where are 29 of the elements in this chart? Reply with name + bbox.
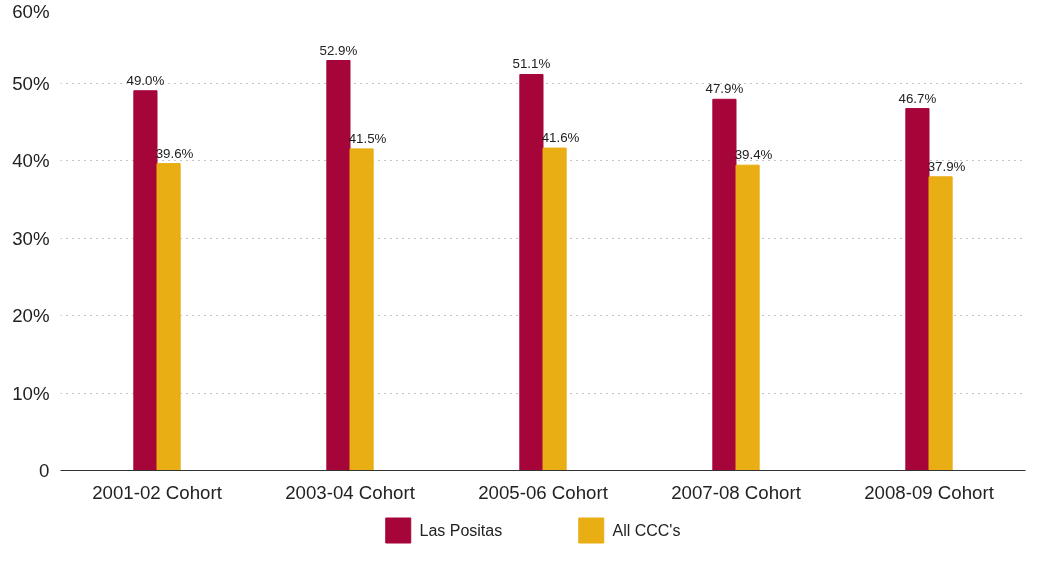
- data-label: 46.7%: [898, 90, 937, 106]
- data-label: 52.9%: [319, 42, 358, 58]
- legend-label: All CCC's: [612, 522, 681, 539]
- bar: [519, 73, 544, 471]
- data-label: 51.1%: [512, 56, 551, 72]
- bar: [349, 148, 374, 471]
- data-label: 47.9%: [705, 81, 744, 97]
- data-label: 49.0%: [126, 72, 165, 88]
- bar: [326, 60, 351, 471]
- bar: [928, 176, 953, 471]
- bar: [133, 90, 158, 471]
- bar: [156, 163, 181, 471]
- bar: [712, 98, 737, 471]
- y-tick-label: 60%: [12, 0, 50, 22]
- x-tick-label: 2007-08 Cohort: [671, 481, 802, 503]
- x-tick-label: 2005-06 Cohort: [478, 481, 609, 503]
- bar: [542, 147, 567, 471]
- x-tick-label: 2003-04 Cohort: [285, 481, 416, 503]
- x-tick-label: 2008-09 Cohort: [864, 481, 995, 503]
- y-tick-label: 10%: [12, 382, 50, 404]
- x-tick-label: 2001-02 Cohort: [92, 481, 223, 503]
- y-tick-label: 50%: [12, 72, 50, 94]
- y-tick-label: 20%: [12, 305, 50, 326]
- bar: [735, 164, 760, 471]
- y-tick-label: 0: [39, 460, 50, 481]
- bar: [905, 108, 930, 471]
- legend-label: Las Positas: [419, 522, 503, 539]
- y-tick-label: 30%: [12, 227, 50, 249]
- y-tick-label: 40%: [12, 150, 50, 171]
